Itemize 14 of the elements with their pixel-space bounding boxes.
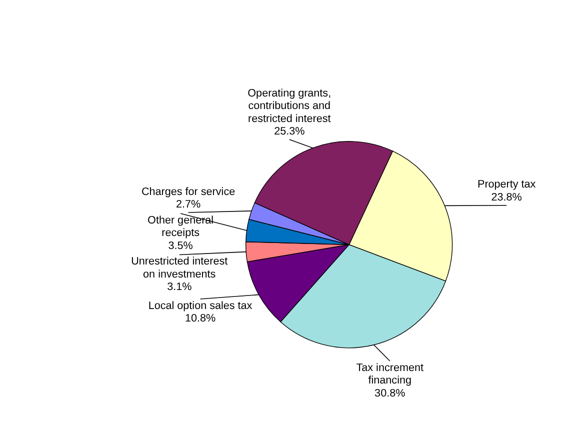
data-label: 2.7% [176,198,201,211]
slice-label: Tax increment financing [356,362,424,387]
slice-label: Property tax [477,178,536,191]
slice-label: Unrestricted interest on investments [131,256,228,280]
slice-label: Operating grants, contributions and restricted interest [248,87,332,125]
slice-label: Charges for service [141,186,236,198]
data-label: 23.8% [491,191,522,204]
data-label: 3.5% [168,240,194,252]
data-label: 30.8% [374,387,406,400]
data-label: 10.8% [184,312,216,325]
data-label: 3.1% [167,281,192,294]
data-label: 25.3% [274,126,306,138]
slice-label: Other general receipts [148,214,214,240]
slice-label: Local option sales tax [148,300,253,312]
